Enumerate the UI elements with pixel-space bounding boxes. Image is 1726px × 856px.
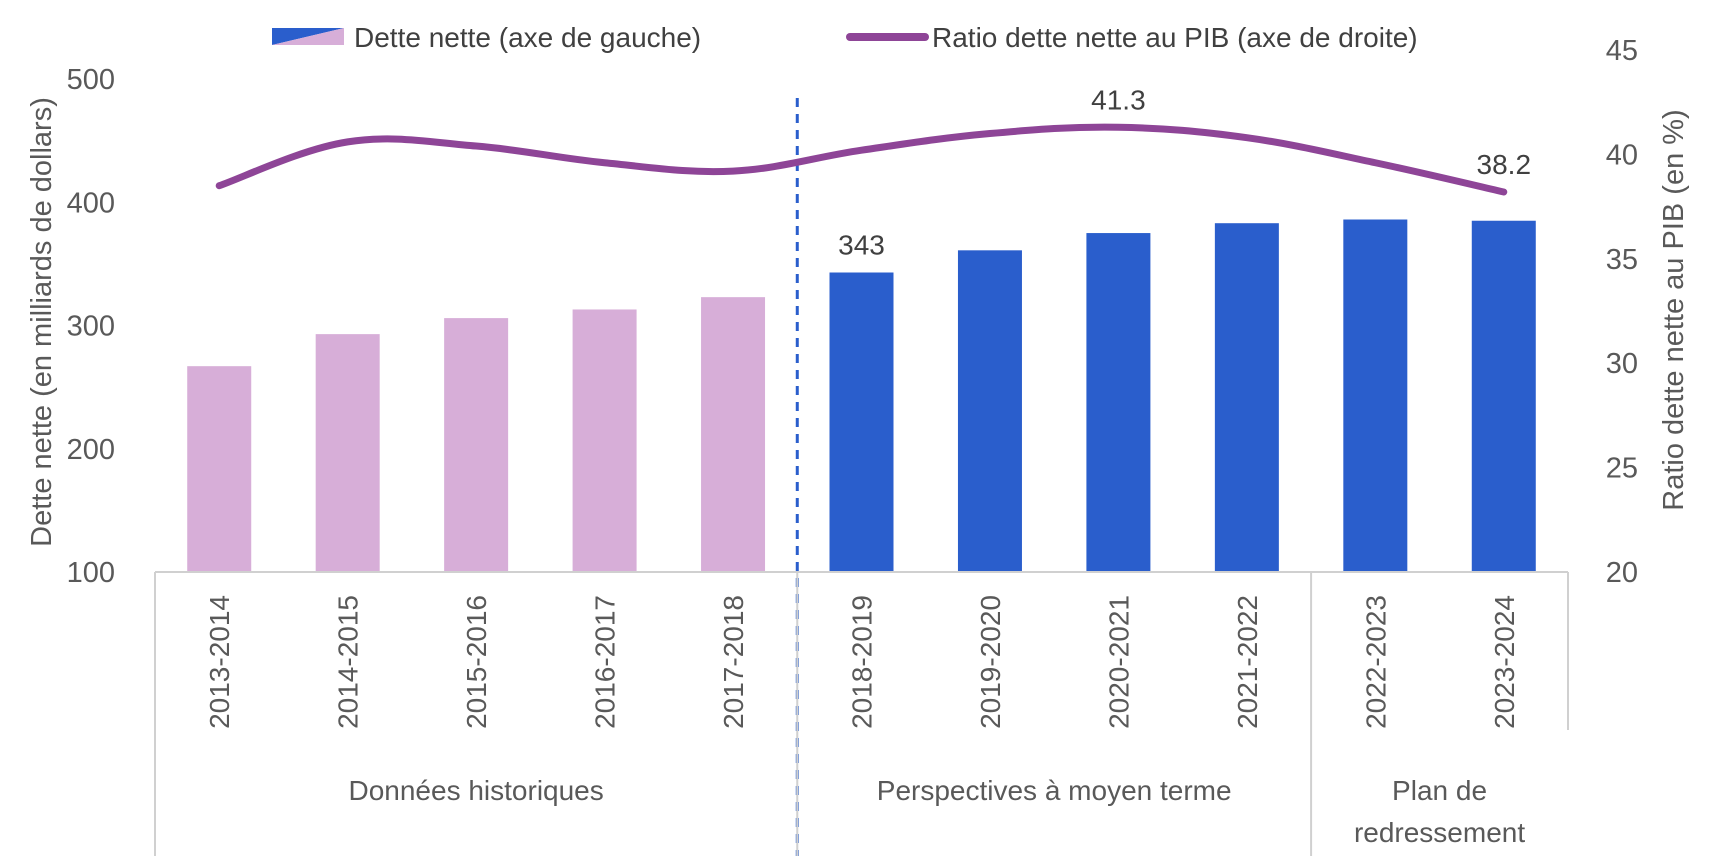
x-tick-label: 2023-2024 <box>1489 595 1520 729</box>
legend-item-bar: Dette nette (axe de gauche) <box>272 22 701 53</box>
y-tick-label: 400 <box>67 187 115 219</box>
bar <box>1343 219 1408 572</box>
y-tick-label: 300 <box>67 311 115 343</box>
y2-tick-label: 35 <box>1606 244 1638 276</box>
x-tick-label: 2013-2014 <box>204 595 235 729</box>
x-tick-label: 2016-2017 <box>590 595 621 729</box>
y2-tick-label: 20 <box>1606 557 1638 589</box>
y2-tick-label: 25 <box>1606 453 1638 485</box>
x-tick-label: 2014-2015 <box>333 595 364 729</box>
data-labels: 343 41.3 38.2 <box>838 84 1531 260</box>
ratio-line <box>215 123 1508 196</box>
y2-axis-title: Ratio dette nette au PIB (en %) <box>1658 109 1690 510</box>
bar-data-label: 343 <box>838 230 885 261</box>
legend: Dette nette (axe de gauche) Ratio dette … <box>272 22 1418 53</box>
bar <box>957 250 1022 572</box>
bar <box>1214 223 1279 572</box>
y2-tick-label: 40 <box>1606 139 1638 171</box>
x-tick-label: 2017-2018 <box>718 595 749 729</box>
y2-axis-ticks: 20 25 30 35 40 45 <box>1606 35 1638 589</box>
line-data-label: 41.3 <box>1091 84 1146 115</box>
bar <box>1086 233 1151 572</box>
bar <box>315 334 380 572</box>
y-tick-label: 200 <box>67 434 115 466</box>
y-axis-title: Dette nette (en milliards de dollars) <box>26 97 58 547</box>
y-axis-ticks: 100 200 300 400 500 <box>67 64 115 589</box>
group-label: Données historiques <box>348 775 603 806</box>
x-tick-label: 2022-2023 <box>1360 595 1391 729</box>
bar <box>829 272 894 572</box>
x-tick-label: 2020-2021 <box>1103 595 1134 729</box>
bar-series <box>187 219 1536 573</box>
line-series <box>215 123 1508 196</box>
bar <box>187 366 252 572</box>
legend-label-bar: Dette nette (axe de gauche) <box>354 22 701 53</box>
y2-tick-label: 30 <box>1606 348 1638 380</box>
bar <box>572 309 637 572</box>
legend-item-line: Ratio dette nette au PIB (axe de droite) <box>846 22 1418 53</box>
x-tick-label: 2015-2016 <box>461 595 492 729</box>
x-tick-label: 2019-2020 <box>975 595 1006 729</box>
group-label: Plan de redressement <box>1354 775 1525 848</box>
y2-tick-label: 45 <box>1606 35 1638 67</box>
group-label: Perspectives à moyen terme <box>877 775 1232 806</box>
x-tick-label: 2021-2022 <box>1232 595 1263 729</box>
legend-swatch-bar-light <box>272 28 344 45</box>
bar <box>1471 220 1536 573</box>
line-data-label: 38.2 <box>1477 149 1532 180</box>
y-tick-label: 100 <box>67 557 115 589</box>
bar <box>444 318 509 572</box>
x-tick-label: 2018-2019 <box>847 595 878 729</box>
y-tick-label: 500 <box>67 64 115 96</box>
category-axis: 2013-2014 2014-2015 2015-2016 2016-2017 2017… <box>154 571 1569 856</box>
legend-label-line: Ratio dette nette au PIB (axe de droite) <box>932 22 1418 53</box>
bar <box>701 297 766 572</box>
